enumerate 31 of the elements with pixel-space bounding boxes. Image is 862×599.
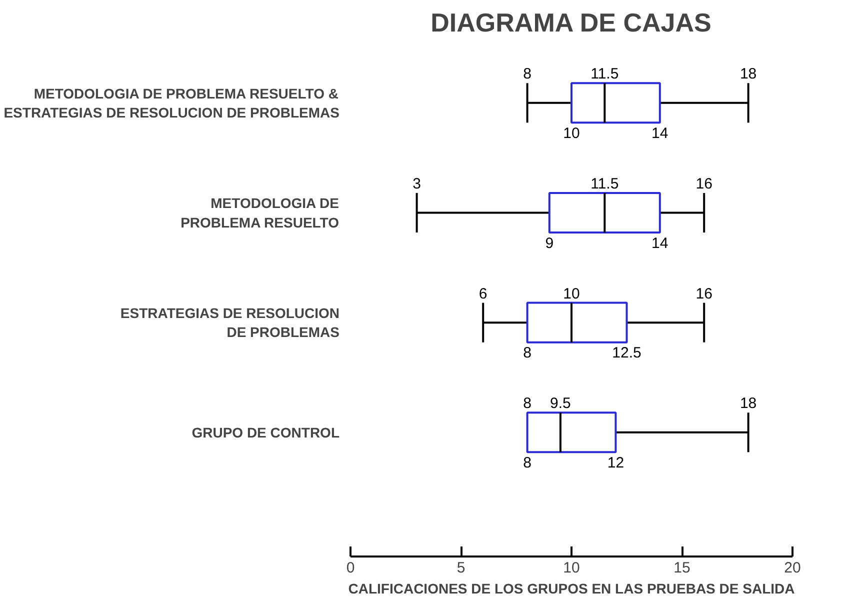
- annotation: 10: [563, 285, 580, 302]
- annotation: 3: [412, 176, 421, 193]
- annotation: 8: [523, 66, 532, 83]
- annotation: 8: [523, 454, 532, 472]
- y-tick-label: GRUPO DE CONTROL: [192, 424, 340, 440]
- annotation: 10: [563, 125, 580, 142]
- annotation: 6: [478, 285, 488, 302]
- annotation: 16: [696, 285, 712, 302]
- annotation: 18: [740, 66, 757, 83]
- x-axis-title: CALIFICACIONES DE LOS GRUPOS EN LAS PRUEBAS DE SALIDA: [348, 580, 795, 596]
- x-tick-label: 0: [346, 560, 355, 576]
- annotation: 8: [523, 344, 532, 362]
- y-tick-label: ESTRATEGIAS DE RESOLUCION DE PROBLEMAS: [120, 304, 340, 340]
- annotation: 8: [523, 395, 532, 412]
- annotation: 12: [607, 454, 624, 472]
- x-tick-label: 10: [563, 560, 580, 576]
- y-tick-label: METODOLOGIA DE PROBLEMA RESUELTO: [180, 195, 340, 230]
- annotation: 16: [696, 176, 712, 193]
- annotation: 9: [545, 234, 554, 252]
- annotation: 11.5: [590, 176, 619, 193]
- annotation: 9.5: [550, 395, 571, 412]
- x-tick-label: 15: [674, 560, 690, 576]
- x-tick-label: 20: [784, 560, 801, 576]
- annotation: 11.5: [590, 66, 619, 83]
- annotation: 18: [740, 395, 757, 412]
- annotation: 12.5: [612, 344, 642, 362]
- y-tick-label: METODOLOGIA DE PROBLEMA RESUELTO & ESTRATEGIAS DE RESOLUCION DE PROBLEMAS: [4, 85, 340, 121]
- annotation: 14: [652, 234, 668, 252]
- chart-title: DIAGRAMA DE CAJAS: [430, 8, 712, 38]
- x-tick-label: 5: [456, 560, 466, 576]
- annotation: 14: [652, 125, 668, 142]
